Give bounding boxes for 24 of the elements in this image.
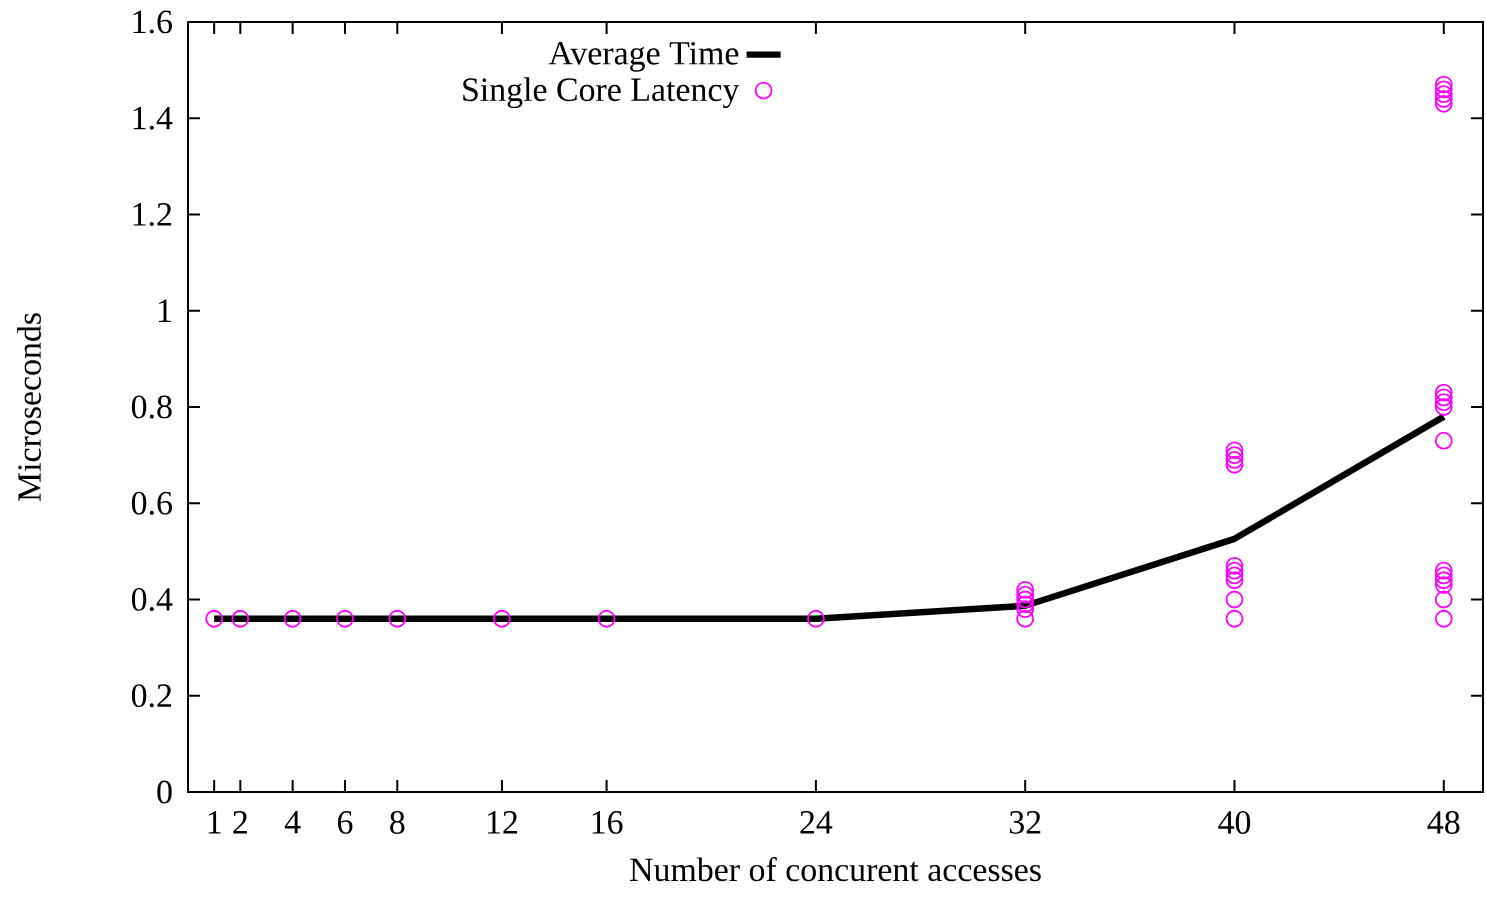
y-tick-label: 1.2 [133,203,172,226]
y-tick-label: 0.4 [131,587,173,611]
x-tick-label: 24 [800,811,833,834]
x-tick-label: 1 [208,811,221,834]
x-tick-label: 40 [1218,811,1251,834]
y-tick-label: 1 [158,299,171,322]
x-tick-label: 32 [1009,811,1041,834]
x-tick-label: 16 [592,811,623,834]
y-tick-label: 0 [157,780,172,804]
x-tick-label: 8 [390,811,405,834]
x-tick-label: 48 [1427,811,1460,834]
x-tick-label: 2 [233,811,247,834]
y-axis-title: Microseconds [17,313,41,502]
y-tick-label: 0.8 [131,395,172,419]
y-tick-label: 1.4 [133,106,173,130]
legend-label: Single Core Latency [463,77,740,109]
y-tick-label: 1.6 [133,10,172,34]
legend-label: Average Time [548,41,739,72]
x-tick-label: 12 [487,811,518,834]
y-tick-label: 0.6 [131,491,172,515]
x-axis-title: Number of concurent accesses [630,857,1041,882]
x-tick-label: 4 [284,811,301,834]
x-tick-label: 6 [337,811,353,834]
y-tick-label: 0.2 [131,684,172,708]
